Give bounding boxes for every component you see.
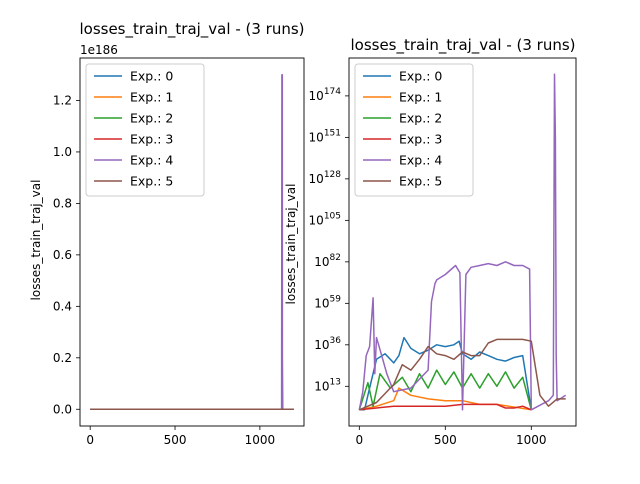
right-chart-x-tick-label: 0 — [355, 433, 363, 447]
right-chart-series-line-4 — [358, 73, 567, 411]
left-chart-legend-label: Exp.: 2 — [130, 111, 173, 126]
right-chart-y-tick-base: 10 — [314, 255, 329, 269]
right-chart-legend-label: Exp.: 5 — [399, 174, 442, 189]
right-chart-x-tick-label: 500 — [434, 433, 457, 447]
left-chart-legend: Exp.: 0 Exp.: 1 Exp.: 2 Exp.: 3 Exp.: 4 Exp.:… — [85, 63, 205, 197]
left-chart-y-tick-label: 0.4 — [53, 299, 72, 313]
right-chart-legend-label: Exp.: 3 — [399, 132, 442, 147]
right-chart-y-tick-label: 10151 — [309, 128, 341, 144]
left-chart-legend-label: Exp.: 4 — [130, 153, 173, 168]
right-chart-title: losses_train_traj_val - (3 runs) — [350, 36, 575, 55]
left-chart-y-tick-label: 1.2 — [53, 93, 72, 107]
right-chart-ylabel: losses_train_traj_val — [284, 184, 298, 305]
right-chart-y-tick-base: 10 — [314, 296, 329, 310]
left-chart-axes-frame — [79, 57, 305, 427]
left-chart-y-tick-label: 0.6 — [53, 248, 72, 262]
left-chart-series — [90, 73, 294, 411]
right-chart-y-tick-label: 1059 — [314, 294, 341, 310]
right-chart-series-line-2 — [358, 369, 533, 411]
left-chart-ylabel: losses_train_traj_val — [29, 180, 43, 301]
right-chart-series-line-0 — [359, 336, 533, 411]
right-chart-series — [358, 73, 567, 411]
right-chart-y-tick-base: 10 — [314, 379, 329, 393]
left-chart-legend-label: Exp.: 3 — [130, 132, 173, 147]
right-chart-legend-label: Exp.: 0 — [399, 69, 442, 84]
right-chart: losses_train_traj_val - (3 runs) losses_… — [284, 36, 577, 447]
right-chart-y-tick-exponent: 82 — [330, 253, 341, 263]
right-chart-ticks: 0 500 100010131036105910821010510128101511… — [309, 87, 547, 447]
right-chart-y-tick-base: 10 — [309, 89, 324, 103]
left-chart-legend-label: Exp.: 0 — [130, 69, 173, 84]
left-chart-x-tick-label: 1000 — [245, 433, 276, 447]
left-chart-legend-label: Exp.: 5 — [130, 174, 173, 189]
right-chart-y-tick-exponent: 174 — [324, 87, 341, 97]
right-chart-legend-label: Exp.: 2 — [399, 111, 442, 126]
right-chart-legend-label: Exp.: 4 — [399, 153, 442, 168]
right-chart-y-tick-label: 1036 — [314, 336, 341, 352]
right-chart-y-tick-base: 10 — [309, 172, 324, 186]
right-chart-y-tick-label: 1013 — [314, 377, 341, 393]
left-chart-x-tick-label: 500 — [164, 433, 187, 447]
left-chart-ticks: 0 500 1000 0.0 0.2 0.4 0.6 0.8 1.0 1.2 — [53, 93, 275, 447]
right-chart-y-tick-exponent: 36 — [330, 336, 342, 346]
left-chart-x-tick-label: 0 — [86, 433, 94, 447]
left-chart-y-tick-label: 0.8 — [53, 196, 72, 210]
left-chart-y-tick-label: 0.2 — [53, 351, 72, 365]
right-chart-y-tick-base: 10 — [309, 130, 324, 144]
right-chart-legend-label: Exp.: 1 — [399, 90, 442, 105]
right-chart-y-tick-label: 10105 — [309, 211, 341, 227]
right-chart-series-line-5 — [359, 338, 566, 411]
right-chart-x-tick-label: 1000 — [516, 433, 547, 447]
right-chart-y-tick-label: 10174 — [309, 87, 342, 103]
left-chart-legend-label: Exp.: 1 — [130, 90, 173, 105]
right-chart-y-tick-label: 10128 — [309, 170, 342, 186]
right-chart-y-tick-label: 1082 — [314, 253, 341, 269]
right-chart-y-tick-exponent: 105 — [324, 211, 341, 221]
left-chart-offset-label: 1e186 — [80, 43, 118, 57]
left-chart-y-tick-label: 0.0 — [53, 402, 72, 416]
left-chart-title: losses_train_traj_val - (3 runs) — [79, 20, 304, 39]
right-chart-y-tick-exponent: 13 — [330, 377, 341, 387]
right-chart-y-tick-base: 10 — [314, 338, 329, 352]
right-chart-y-tick-exponent: 59 — [330, 294, 342, 304]
left-chart-y-tick-label: 1.0 — [53, 145, 72, 159]
right-chart-y-tick-exponent: 128 — [324, 170, 341, 180]
right-chart-y-tick-base: 10 — [309, 213, 324, 227]
left-chart: losses_train_traj_val - (3 runs) 1e186 l… — [29, 20, 305, 447]
right-chart-legend: Exp.: 0 Exp.: 1 Exp.: 2 Exp.: 3 Exp.: 4 Exp.:… — [354, 63, 474, 197]
right-chart-axes-frame — [348, 57, 577, 427]
right-chart-y-tick-exponent: 151 — [324, 128, 341, 138]
